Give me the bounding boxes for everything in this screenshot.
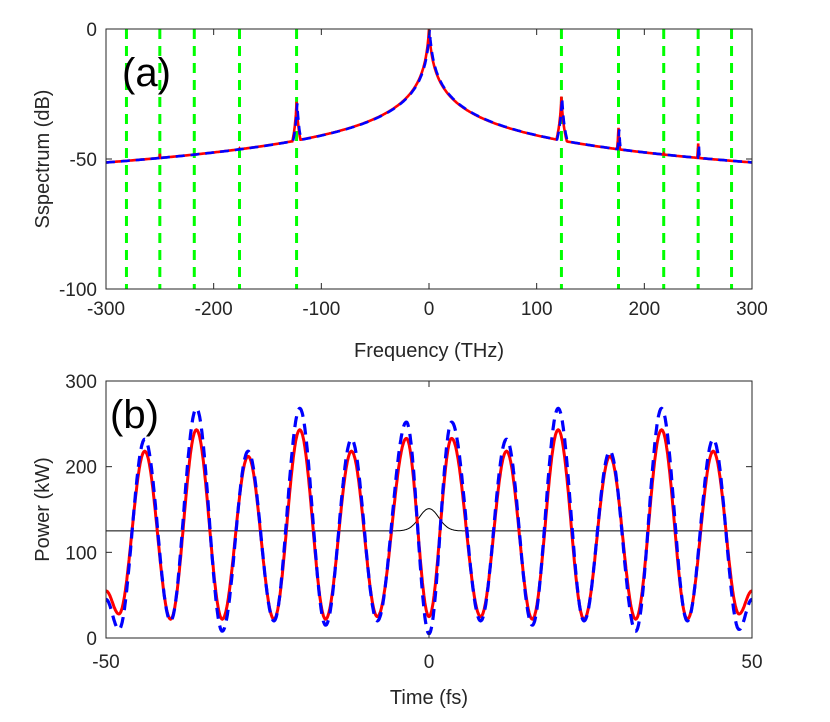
y-tick-label: 0 bbox=[86, 20, 97, 41]
x-tick-label: -50 bbox=[92, 652, 119, 673]
y-tick-label: -50 bbox=[70, 150, 97, 171]
x-tick-label: 50 bbox=[741, 652, 762, 673]
panel-label-a: (a) bbox=[122, 51, 171, 95]
y-tick-label: 200 bbox=[65, 458, 97, 479]
x-tick-label: 0 bbox=[424, 299, 435, 320]
x-tick-label: 100 bbox=[521, 299, 553, 320]
x-tick-label: -100 bbox=[302, 299, 340, 320]
x-tick-label: 200 bbox=[628, 299, 660, 320]
power-black-line bbox=[106, 508, 752, 532]
y-tick-label: 300 bbox=[65, 372, 97, 393]
y-tick-label: 100 bbox=[65, 543, 97, 564]
panel-label-b: (b) bbox=[110, 393, 159, 437]
y-axis-label: Power (kW) bbox=[32, 457, 54, 561]
power-red-line bbox=[106, 428, 752, 621]
y-tick-label: -100 bbox=[59, 280, 97, 301]
axes-box-a bbox=[105, 28, 753, 290]
power-blue-line bbox=[106, 406, 752, 636]
y-axis-label: Sspectrum (dB) bbox=[32, 90, 54, 229]
x-axis-label: Frequency (THz) bbox=[354, 340, 504, 362]
panel-a: -300 -200 -100 0 100 200 300 0 -50 -100 Frequency … bbox=[32, 20, 768, 362]
x-tick-label: -200 bbox=[195, 299, 233, 320]
x-axis-label: Time (fs) bbox=[390, 687, 468, 709]
x-tick-label: -300 bbox=[87, 299, 125, 320]
axes-box-b bbox=[105, 380, 753, 639]
y-tick-label: 0 bbox=[86, 629, 97, 650]
x-tick-label: 0 bbox=[424, 652, 435, 673]
spectrum-blue-line bbox=[106, 30, 752, 164]
x-tick-label: 300 bbox=[736, 299, 768, 320]
